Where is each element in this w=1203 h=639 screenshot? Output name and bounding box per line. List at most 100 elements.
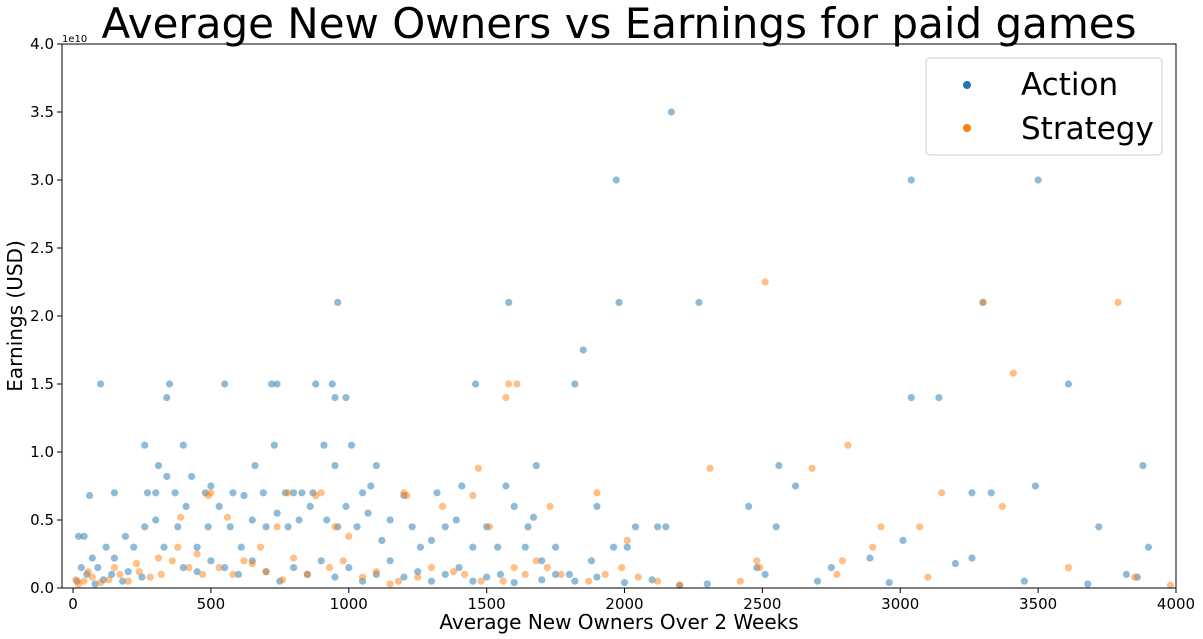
chart-title: Average New Owners vs Earnings for paid …	[101, 0, 1136, 48]
point-strategy	[105, 576, 113, 584]
point-strategy	[284, 489, 292, 497]
point-strategy	[185, 564, 193, 572]
point-action	[347, 441, 356, 449]
point-strategy	[240, 557, 248, 565]
point-strategy	[124, 577, 132, 585]
point-action	[284, 523, 292, 531]
point-strategy	[290, 554, 298, 562]
point-action	[331, 394, 339, 402]
point-action	[775, 462, 783, 470]
y-axis-ticks: 0.0 0.5 1.0 1.5 2.0 2.5 3.0 3.5 4.0	[30, 35, 62, 597]
point-action	[207, 557, 215, 565]
point-action	[312, 380, 320, 388]
point-action	[102, 543, 110, 551]
point-strategy	[427, 564, 436, 572]
point-action	[907, 176, 915, 184]
point-action	[152, 489, 160, 497]
point-strategy	[844, 441, 852, 449]
point-action	[529, 513, 538, 521]
point-strategy	[358, 573, 367, 581]
point-action	[510, 578, 518, 587]
point-action	[1122, 570, 1130, 579]
point-strategy	[394, 577, 403, 585]
point-strategy	[97, 578, 105, 587]
point-strategy	[513, 380, 521, 388]
point-action	[160, 543, 168, 551]
point-action	[791, 482, 800, 490]
point-action	[221, 564, 229, 572]
point-action	[267, 380, 276, 388]
point-strategy	[229, 570, 237, 579]
x-tick-label: 1500	[468, 595, 506, 613]
point-strategy	[325, 564, 334, 572]
point-action	[703, 580, 711, 588]
point-action	[320, 441, 328, 449]
point-action	[441, 570, 449, 579]
point-action	[469, 543, 477, 551]
point-action	[654, 523, 662, 531]
y-tick-label: 2.5	[30, 239, 54, 257]
point-action	[358, 489, 367, 497]
point-action	[494, 543, 502, 551]
point-action	[609, 543, 618, 551]
point-action	[273, 509, 281, 517]
point-action	[623, 543, 631, 551]
point-action	[290, 564, 298, 572]
point-action	[345, 564, 353, 572]
point-action	[615, 298, 623, 306]
point-action	[91, 580, 99, 588]
point-action	[761, 570, 769, 579]
point-action	[538, 557, 546, 565]
point-action	[295, 516, 303, 524]
point-action	[273, 380, 281, 388]
point-action	[298, 489, 306, 497]
point-action	[386, 557, 394, 565]
point-action	[386, 516, 394, 524]
y-axis-offset-label: 1e10	[62, 34, 87, 45]
y-tick-label: 0.5	[30, 511, 54, 529]
point-action	[505, 298, 513, 306]
point-strategy	[1114, 298, 1122, 306]
point-action	[565, 570, 573, 579]
point-strategy	[273, 523, 281, 531]
point-action	[532, 462, 540, 470]
point-strategy	[438, 502, 447, 510]
point-action	[524, 523, 532, 531]
x-tick-label: 1000	[330, 595, 368, 613]
point-action	[171, 489, 179, 497]
point-strategy	[110, 564, 118, 572]
point-action	[124, 568, 132, 576]
point-action	[433, 489, 441, 497]
point-action	[1034, 176, 1042, 184]
point-action	[141, 441, 149, 449]
point-action	[262, 523, 270, 531]
point-action	[290, 489, 298, 497]
point-action	[317, 557, 325, 565]
point-action	[342, 502, 350, 510]
x-tick-label: 4000	[1157, 595, 1195, 613]
point-action	[270, 441, 278, 449]
point-strategy	[199, 570, 207, 579]
point-strategy	[223, 513, 232, 521]
point-action	[1031, 482, 1039, 490]
point-action	[77, 564, 85, 572]
point-strategy	[634, 573, 642, 581]
point-action	[108, 570, 116, 579]
point-action	[80, 532, 88, 540]
point-strategy	[1064, 564, 1073, 572]
x-tick-label: 3500	[1019, 595, 1057, 613]
point-strategy	[204, 491, 212, 500]
point-action	[331, 573, 339, 581]
point-strategy	[756, 564, 764, 572]
point-strategy	[386, 580, 394, 588]
point-strategy	[706, 464, 714, 472]
point-strategy	[938, 489, 946, 497]
point-action	[328, 380, 336, 388]
point-strategy	[303, 570, 312, 579]
point-strategy	[499, 577, 507, 585]
point-action	[968, 489, 976, 497]
legend-label-action: Action	[1021, 67, 1118, 103]
point-strategy	[477, 577, 485, 585]
point-action	[667, 108, 675, 116]
